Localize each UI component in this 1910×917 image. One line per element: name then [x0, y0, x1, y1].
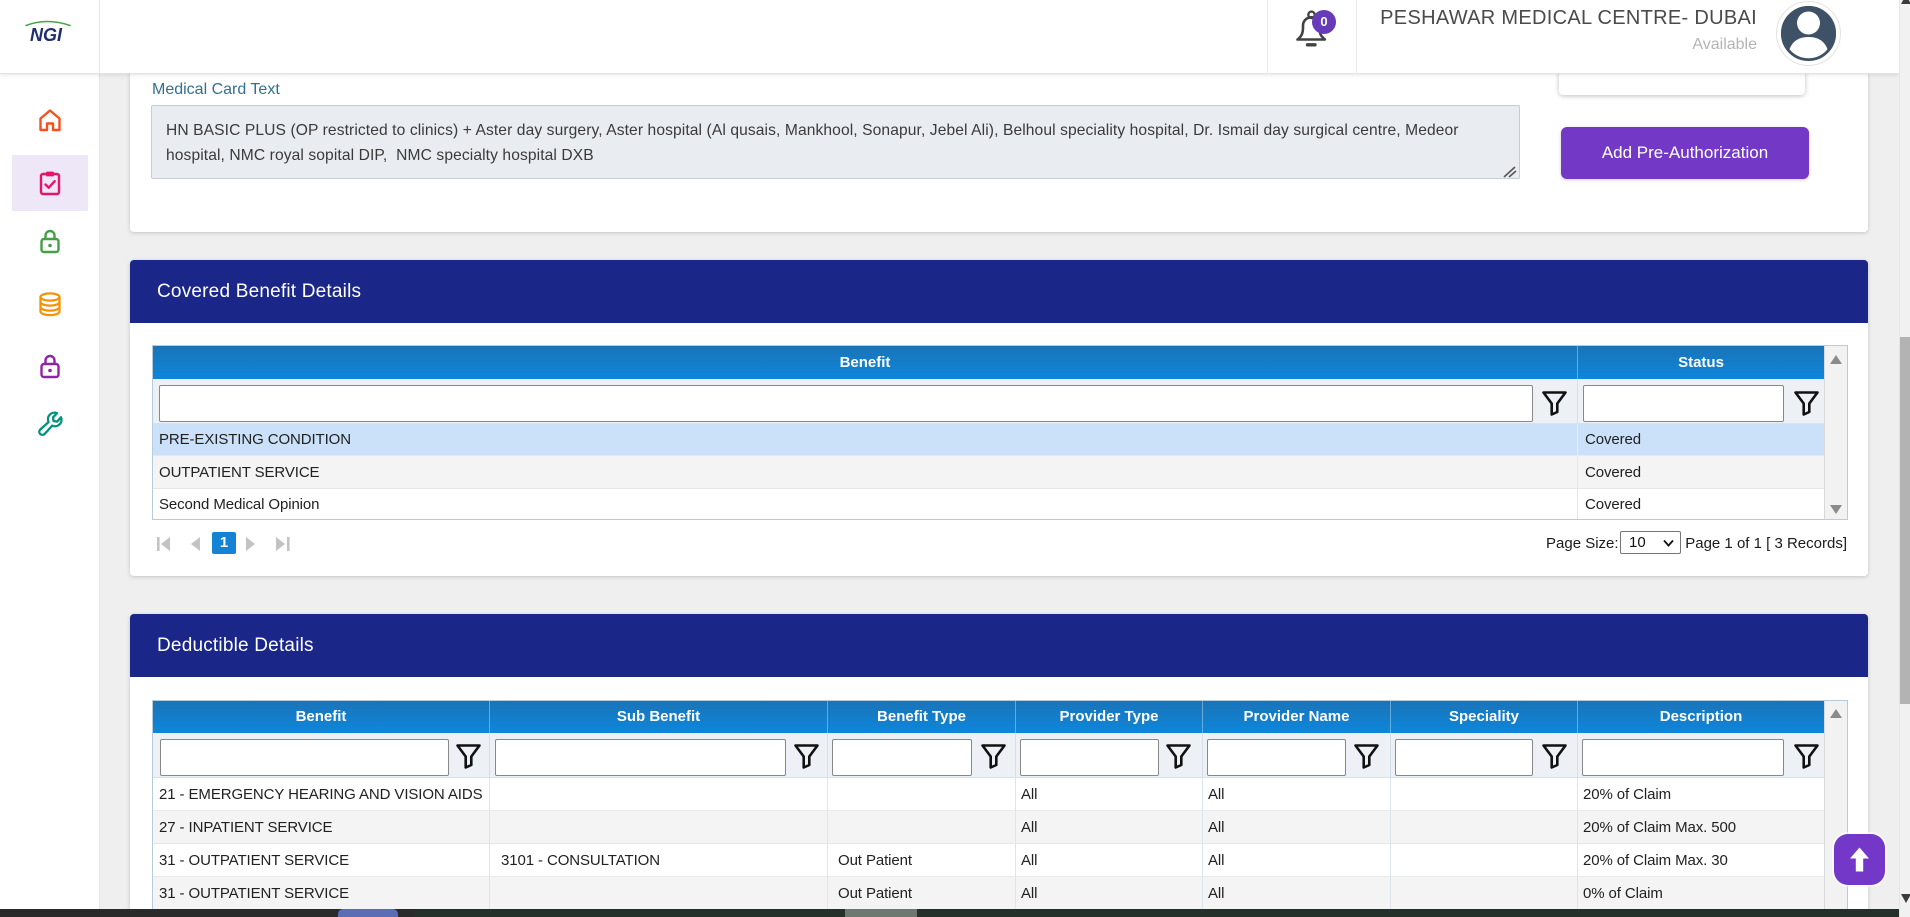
svg-text:NGI: NGI	[30, 25, 63, 43]
